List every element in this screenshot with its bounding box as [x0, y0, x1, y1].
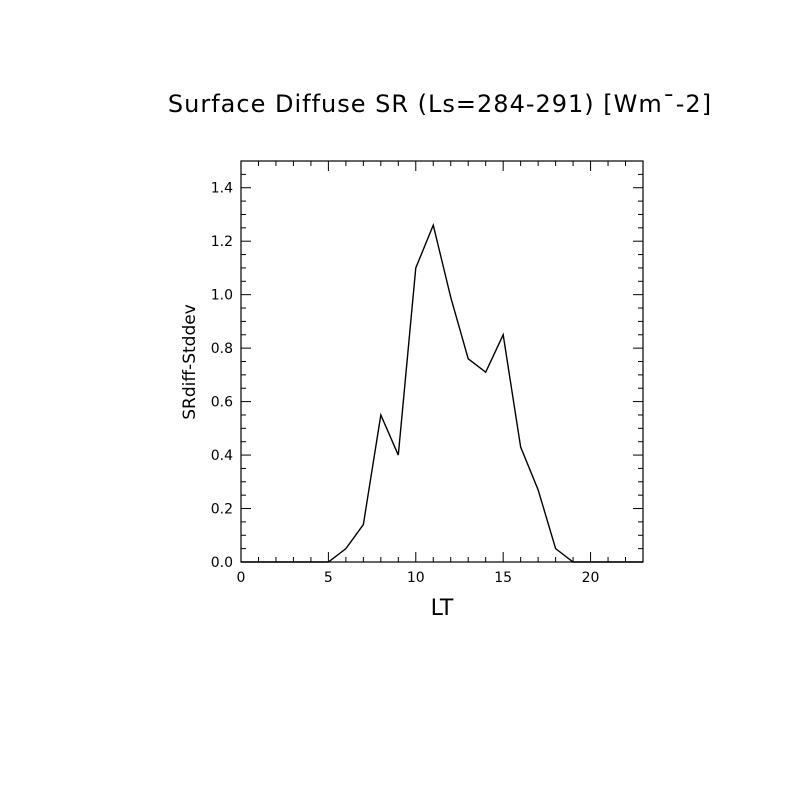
y-tick-label: 0.2 — [211, 502, 233, 518]
y-axis-label: SRdiff-Stddev — [180, 304, 200, 420]
y-tick-label: 1.0 — [211, 288, 233, 304]
y-tick-label: 1.4 — [211, 181, 233, 197]
tick-labels: 0 5 10 15 20 0.0 0.2 0.4 0.6 0.8 1.0 1.2 1.4 — [211, 181, 600, 586]
y-tick-label: 0.8 — [211, 341, 233, 357]
x-tick-label: 5 — [324, 570, 333, 586]
y-tick-label: 0.6 — [211, 395, 233, 411]
series-line — [241, 222, 643, 563]
x-tick-label: 0 — [237, 570, 246, 586]
axis-ticks — [240, 160, 644, 563]
x-tick-label: 15 — [494, 570, 512, 586]
x-tick-label: 20 — [582, 570, 600, 586]
y-tick-label: 0.4 — [211, 448, 233, 464]
plot-frame — [240, 160, 644, 563]
x-tick-label: 10 — [407, 570, 425, 586]
x-axis-label: LT — [431, 596, 454, 621]
y-tick-label: 0.0 — [211, 555, 233, 571]
chart-title: Surface Diffuse SR (Ls=284-291) [Wm¯-2] — [168, 90, 712, 118]
y-tick-label: 1.2 — [211, 234, 233, 250]
